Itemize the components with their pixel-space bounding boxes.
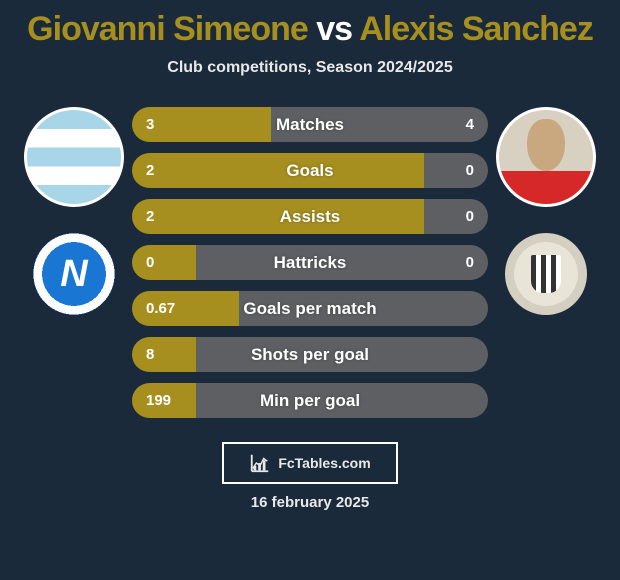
stat-bar: 199 Min per goal [132, 383, 488, 418]
brand-badge: FcTables.com [222, 442, 398, 484]
stat-bar-left: 8 [132, 337, 196, 372]
player2-club-logo [505, 233, 587, 315]
stat-right-value: 0 [466, 208, 474, 225]
page-title: Giovanni Simeone vs Alexis Sanchez [0, 10, 620, 49]
stat-label: Shots per goal [251, 345, 369, 365]
stat-label: Min per goal [260, 391, 360, 411]
stat-bar-left: 0.67 [132, 291, 239, 326]
stat-left-value: 3 [146, 116, 154, 133]
stat-right-value: 0 [466, 162, 474, 179]
stat-bar-right: 0 [424, 199, 488, 234]
stat-bar-right: 0 [424, 153, 488, 188]
stat-label: Goals [286, 161, 333, 181]
stats-bars: 3 4 Matches 2 0 Goals 2 0 Assists 0 0 Hattricks 0.67… [132, 107, 488, 418]
stat-bar: 2 0 Assists [132, 199, 488, 234]
stat-bar: 0 0 Hattricks [132, 245, 488, 280]
stat-bar-left: 2 [132, 199, 424, 234]
stat-bar-left: 0 [132, 245, 196, 280]
brand-text: FcTables.com [278, 455, 370, 471]
stat-bar: 3 4 Matches [132, 107, 488, 142]
main-area: 3 4 Matches 2 0 Goals 2 0 Assists 0 0 Hattricks 0.67… [0, 107, 620, 418]
stat-right-value: 0 [466, 254, 474, 271]
player1-avatar [24, 107, 124, 207]
comparison-container: Giovanni Simeone vs Alexis Sanchez Club … [0, 0, 620, 580]
title-player1: Giovanni Simeone [27, 10, 308, 48]
right-column [496, 107, 596, 315]
stat-label: Assists [280, 207, 340, 227]
stat-bar-left: 199 [132, 383, 196, 418]
title-vs: vs [308, 10, 359, 48]
stat-bar-left: 3 [132, 107, 271, 142]
stat-left-value: 8 [146, 346, 154, 363]
stat-left-value: 2 [146, 162, 154, 179]
chart-icon [249, 452, 271, 474]
stat-bar: 2 0 Goals [132, 153, 488, 188]
left-column [24, 107, 124, 315]
stat-left-value: 0.67 [146, 300, 175, 317]
date: 16 february 2025 [0, 494, 620, 511]
player2-avatar [496, 107, 596, 207]
title-player2: Alexis Sanchez [359, 10, 593, 48]
player1-club-logo [33, 233, 115, 315]
stat-left-value: 199 [146, 392, 171, 409]
stat-bar: 8 Shots per goal [132, 337, 488, 372]
stat-left-value: 2 [146, 208, 154, 225]
stat-bar: 0.67 Goals per match [132, 291, 488, 326]
subtitle: Club competitions, Season 2024/2025 [0, 59, 620, 77]
stat-right-value: 4 [466, 116, 474, 133]
stat-bar-left: 2 [132, 153, 424, 188]
stat-label: Goals per match [243, 299, 376, 319]
stat-label: Matches [276, 115, 344, 135]
stat-left-value: 0 [146, 254, 154, 271]
stat-label: Hattricks [274, 253, 347, 273]
